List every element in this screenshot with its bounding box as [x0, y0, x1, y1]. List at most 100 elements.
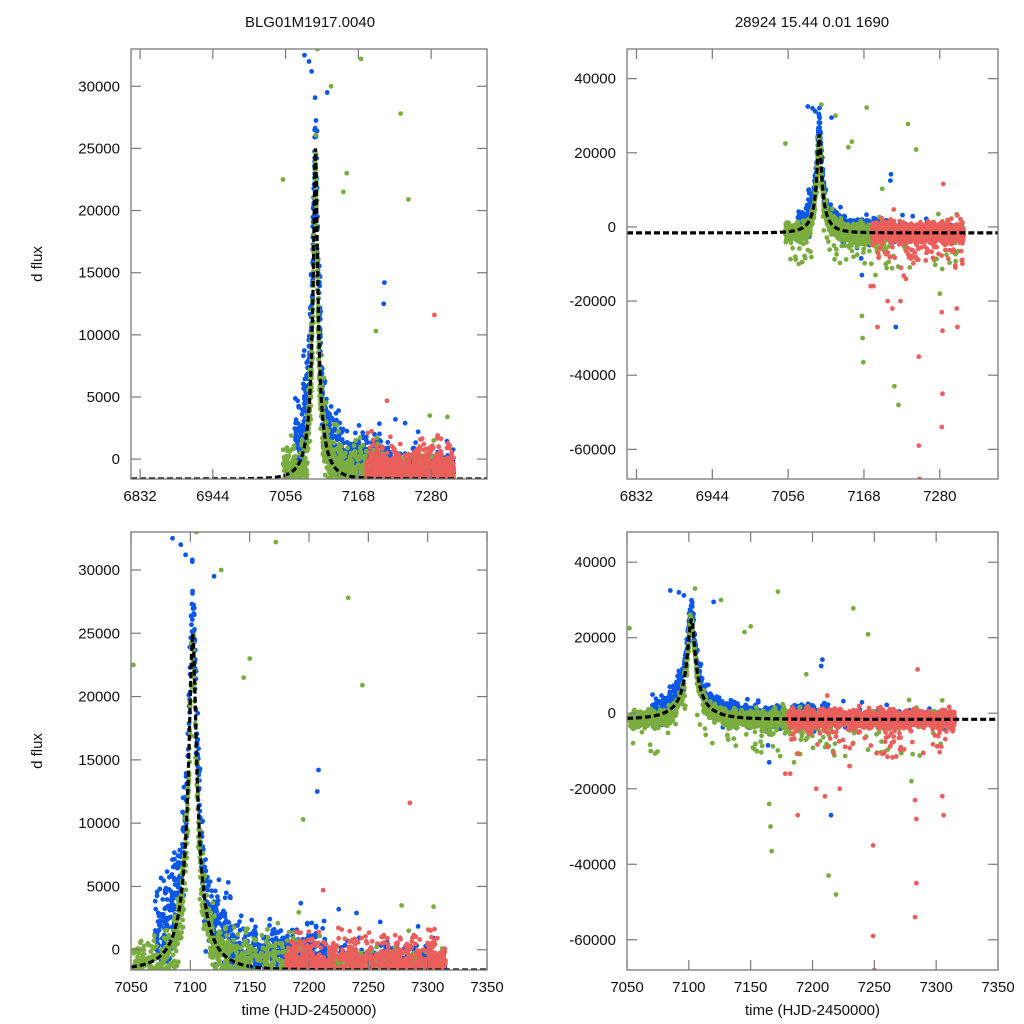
data-point-green	[373, 480, 378, 485]
data-point-green	[292, 482, 297, 487]
data-point-blue	[413, 440, 418, 445]
data-point-green	[394, 486, 399, 491]
data-point-green	[408, 491, 413, 496]
data-point-green	[380, 488, 385, 493]
data-point-green	[394, 487, 399, 492]
data-point-blue	[419, 481, 424, 486]
data-point-green	[297, 516, 302, 521]
data-point-red	[367, 483, 372, 488]
data-point-blue	[448, 484, 453, 489]
data-point-red	[409, 466, 414, 471]
data-point-red	[390, 504, 395, 509]
data-point-green	[442, 480, 447, 485]
data-point-green	[377, 480, 382, 485]
data-point-red	[391, 493, 396, 498]
data-point-blue	[446, 480, 451, 485]
data-point-red	[381, 514, 386, 519]
data-point-blue	[400, 490, 405, 495]
data-point-blue	[379, 491, 384, 496]
data-point-red	[405, 481, 410, 486]
data-point-green	[407, 485, 412, 490]
data-point-red	[404, 480, 409, 485]
data-point-red	[391, 500, 396, 505]
data-point-red	[402, 486, 407, 491]
data-point-green	[332, 422, 337, 427]
data-point-red	[447, 481, 452, 486]
data-point-red	[411, 510, 416, 515]
data-point-blue	[450, 483, 455, 488]
data-point-green	[359, 509, 364, 514]
data-point-blue	[406, 481, 411, 486]
data-point-red	[375, 498, 380, 503]
data-point-blue	[401, 481, 406, 486]
data-point-red	[404, 506, 409, 511]
data-point-green	[352, 480, 357, 485]
data-point-green	[379, 501, 384, 506]
data-point-red	[411, 506, 416, 511]
data-point-red	[409, 485, 414, 490]
data-point-red	[397, 483, 402, 488]
data-point-blue	[357, 482, 362, 487]
data-point-blue	[402, 501, 407, 506]
data-point-green	[399, 500, 404, 505]
data-point-green	[427, 413, 432, 418]
data-point-blue	[423, 481, 428, 486]
data-point-green	[395, 487, 400, 492]
data-point-blue	[403, 487, 408, 492]
data-point-red	[435, 481, 440, 486]
data-point-blue	[384, 508, 389, 513]
data-point-blue	[356, 481, 361, 486]
data-point-red	[392, 489, 397, 494]
data-point-red	[418, 506, 423, 511]
data-point-green	[355, 465, 360, 470]
data-point-blue	[423, 480, 428, 485]
data-point-red	[423, 447, 428, 452]
data-point-red	[397, 483, 402, 488]
data-point-blue	[390, 498, 395, 503]
data-point-red	[406, 493, 411, 498]
data-point-green	[385, 488, 390, 493]
data-point-green	[379, 482, 384, 487]
data-point-red	[375, 481, 380, 486]
data-point-green	[388, 493, 393, 498]
data-point-green	[375, 485, 380, 490]
data-point-red	[446, 482, 451, 487]
data-point-blue	[296, 405, 301, 410]
data-point-green	[395, 494, 400, 499]
data-point-green	[388, 485, 393, 490]
data-point-green	[299, 472, 304, 477]
data-point-green	[373, 505, 378, 510]
data-point-red	[370, 480, 375, 485]
data-point-red	[422, 455, 427, 460]
data-point-green	[405, 482, 410, 487]
data-point-red	[386, 496, 391, 501]
data-point-green	[328, 439, 333, 444]
data-point-red	[450, 481, 455, 486]
data-point-green	[426, 481, 431, 486]
data-point-blue	[392, 480, 397, 485]
data-point-red	[431, 480, 436, 485]
data-point-red	[380, 484, 385, 489]
data-point-red	[393, 494, 398, 499]
data-point-green	[382, 480, 387, 485]
data-point-blue	[328, 483, 333, 488]
data-point-red	[441, 457, 446, 462]
data-point-green	[389, 498, 394, 503]
data-point-green	[386, 491, 391, 496]
data-point-red	[390, 490, 395, 495]
data-point-green	[381, 490, 386, 495]
data-point-red	[399, 484, 404, 489]
data-point-blue	[405, 485, 410, 490]
data-point-green	[336, 496, 341, 501]
data-point-green	[378, 488, 383, 493]
data-point-green	[344, 171, 349, 176]
data-point-blue	[340, 481, 345, 486]
data-point-blue	[314, 118, 319, 123]
data-point-red	[417, 482, 422, 487]
data-point-red	[440, 464, 445, 469]
data-point-blue	[438, 480, 443, 485]
data-point-blue	[449, 486, 454, 491]
data-point-red	[386, 504, 391, 509]
data-point-red	[383, 492, 388, 497]
data-point-blue	[399, 485, 404, 490]
